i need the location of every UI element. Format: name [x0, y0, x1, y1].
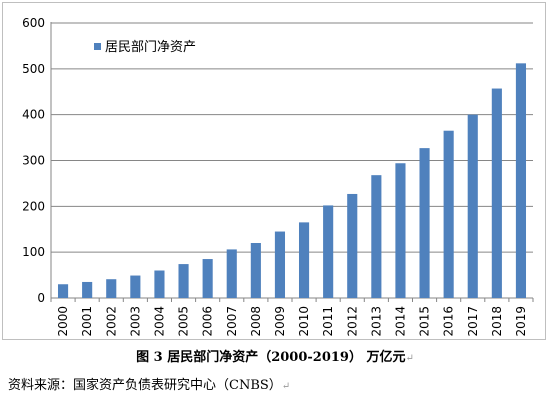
x-tick-label: 2003 — [128, 306, 142, 337]
caption-text: 图 3 居民部门净资产（2000-2019） 万亿元 — [136, 350, 406, 365]
x-tick-label: 2014 — [393, 306, 407, 337]
x-tick-label: 2005 — [177, 306, 191, 337]
x-tick-label: 2016 — [442, 306, 456, 337]
bar-2016 — [443, 130, 454, 298]
bar-2018 — [491, 88, 502, 299]
paragraph-mark: ↵ — [405, 353, 414, 364]
bar-chart: 0 100 200 300 400 500 600 2000 2001 2002 2003 2004 2… — [22, 16, 534, 337]
y-tick-label: 0 — [37, 291, 45, 305]
paragraph-mark: ↵ — [281, 381, 291, 392]
x-tick-label: 2012 — [345, 306, 359, 337]
x-tick-label: 2013 — [369, 306, 383, 337]
x-tick-label: 2019 — [514, 306, 528, 337]
tick-labels: 0 100 200 300 400 500 600 2000 2001 2002 2003 2004 2… — [22, 16, 528, 337]
x-tick-label: 2008 — [249, 306, 263, 337]
legend-label: 居民部门净资产 — [105, 40, 196, 55]
chart-frame: 0 100 200 300 400 500 600 2000 2001 2002 2003 2004 2… — [2, 2, 546, 340]
y-tick-label: 200 — [22, 199, 45, 213]
bar-2007 — [226, 249, 237, 298]
bar-2011 — [323, 205, 334, 298]
bar-2000 — [57, 284, 69, 298]
x-tick-label: 2011 — [321, 306, 335, 337]
bar-2012 — [347, 193, 358, 298]
gridlines — [51, 22, 533, 253]
x-tick-label: 2015 — [418, 306, 432, 337]
x-tick-label: 2004 — [152, 306, 166, 337]
y-tick-label: 600 — [22, 16, 45, 30]
bar-2005 — [178, 264, 189, 298]
source-note: 资料来源：国家资产负债表研究中心（CNBS）↵ — [8, 374, 290, 393]
x-tick-label: 2001 — [80, 306, 94, 337]
bar-2013 — [371, 175, 382, 298]
x-tick-label: 2006 — [201, 306, 215, 337]
bars — [57, 63, 527, 299]
source-text: 资料来源：国家资产负债表研究中心（CNBS） — [8, 378, 282, 393]
bar-2009 — [274, 231, 286, 298]
x-tick-label: 2009 — [273, 306, 287, 337]
figure-caption: 图 3 居民部门净资产（2000-2019） 万亿元↵ — [0, 346, 550, 365]
y-tick-label: 100 — [22, 245, 45, 259]
bar-2017 — [467, 114, 478, 299]
bar-2002 — [106, 279, 117, 298]
x-tick-label: 2000 — [56, 306, 70, 337]
legend: 居民部门净资产 — [94, 40, 196, 55]
x-tick-label: 2002 — [104, 306, 118, 337]
bar-2010 — [298, 222, 310, 298]
bar-2019 — [515, 63, 527, 299]
y-tick-label: 400 — [22, 108, 45, 122]
bar-2008 — [250, 243, 261, 298]
bar-2003 — [130, 275, 141, 298]
legend-swatch — [94, 43, 101, 50]
bar-2004 — [154, 270, 165, 298]
y-tick-label: 300 — [22, 154, 45, 168]
axes — [50, 22, 534, 302]
x-tick-label: 2017 — [466, 306, 480, 337]
bar-2014 — [395, 163, 406, 298]
x-tick-label: 2018 — [490, 306, 504, 337]
bar-2006 — [202, 259, 213, 298]
bar-2015 — [419, 148, 430, 298]
bar-2001 — [82, 281, 93, 298]
x-tick-label: 2007 — [225, 306, 239, 337]
x-tick-label: 2010 — [297, 306, 311, 337]
y-tick-label: 500 — [22, 62, 45, 76]
